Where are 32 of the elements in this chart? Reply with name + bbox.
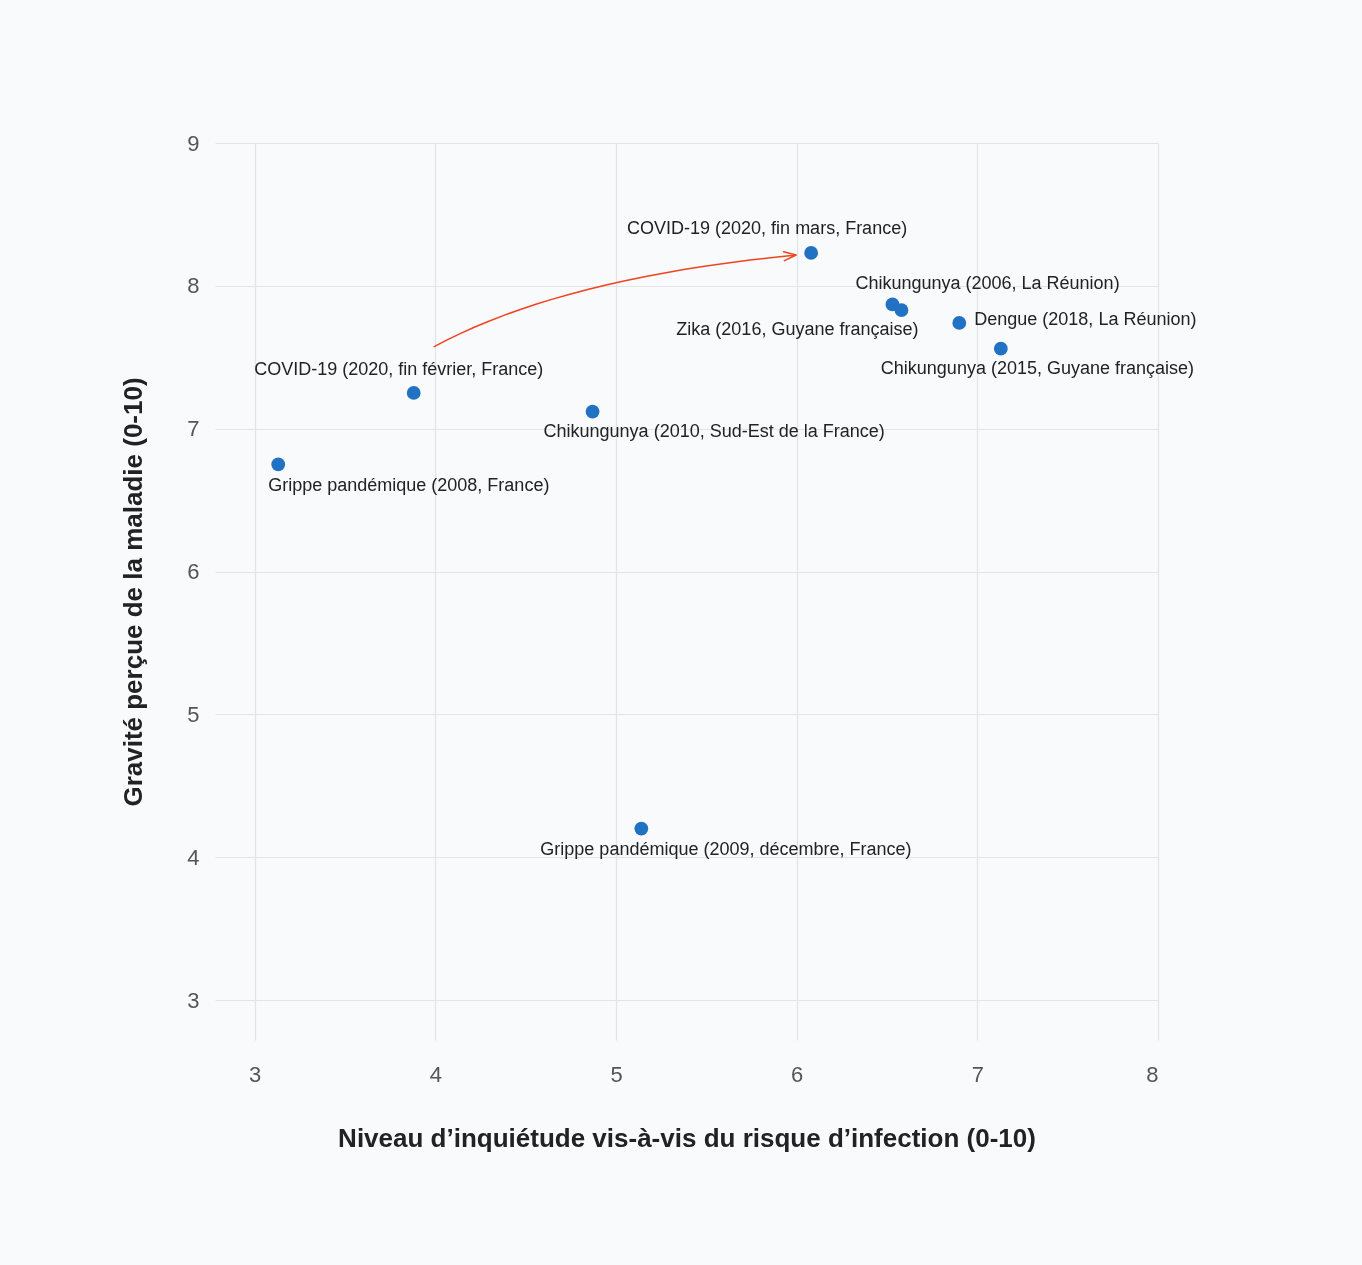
x-tick-label: 7 <box>971 1061 984 1087</box>
point <box>894 303 909 317</box>
point <box>993 341 1008 356</box>
annotation: Grippe pandémique (2008, France) <box>268 475 550 496</box>
y-tick-label: 5 <box>187 701 200 727</box>
y-axis-title: Gravité perçue de la maladie (0-10) <box>118 377 149 807</box>
y-tick-label: 9 <box>187 130 200 156</box>
x-tick-label: 6 <box>791 1061 804 1087</box>
point <box>585 404 600 419</box>
annotation: Chikungunya (2015, Guyane française) <box>880 357 1195 378</box>
annotation: Chikungunya (2006, La Réunion) <box>855 273 1120 294</box>
x-tick-label: 5 <box>610 1061 623 1087</box>
x-tick-label: 4 <box>429 1061 443 1087</box>
point <box>952 316 967 330</box>
annotation: COVID-19 (2020, fin mars, France) <box>627 217 908 238</box>
point <box>634 821 649 836</box>
y-tick-label: 8 <box>187 273 200 299</box>
annotation: COVID-19 (2020, fin février, France) <box>254 358 544 379</box>
y-tick-label: 3 <box>187 987 200 1013</box>
annotation: Grippe pandémique (2009, décembre, France) <box>540 838 912 859</box>
annotation: Dengue (2018, La Réunion) <box>974 308 1197 329</box>
point <box>804 246 819 260</box>
annotation: Chikungunya (2010, Sud-Est de la France) <box>543 420 885 441</box>
x-tick-label: 8 <box>1146 1061 1159 1087</box>
point <box>271 457 286 472</box>
y-tick-label: 4 <box>187 844 200 870</box>
x-tick-label: 3 <box>249 1061 262 1087</box>
x-axis-title: Niveau d’inquiétude vis-à-vis du risque d’infection (0-10) <box>338 1122 1036 1153</box>
y-tick-label: 6 <box>187 559 200 584</box>
annotation: Zika (2016, Guyane française) <box>676 319 919 340</box>
y-tick-label: 7 <box>187 416 200 442</box>
point <box>406 386 421 400</box>
